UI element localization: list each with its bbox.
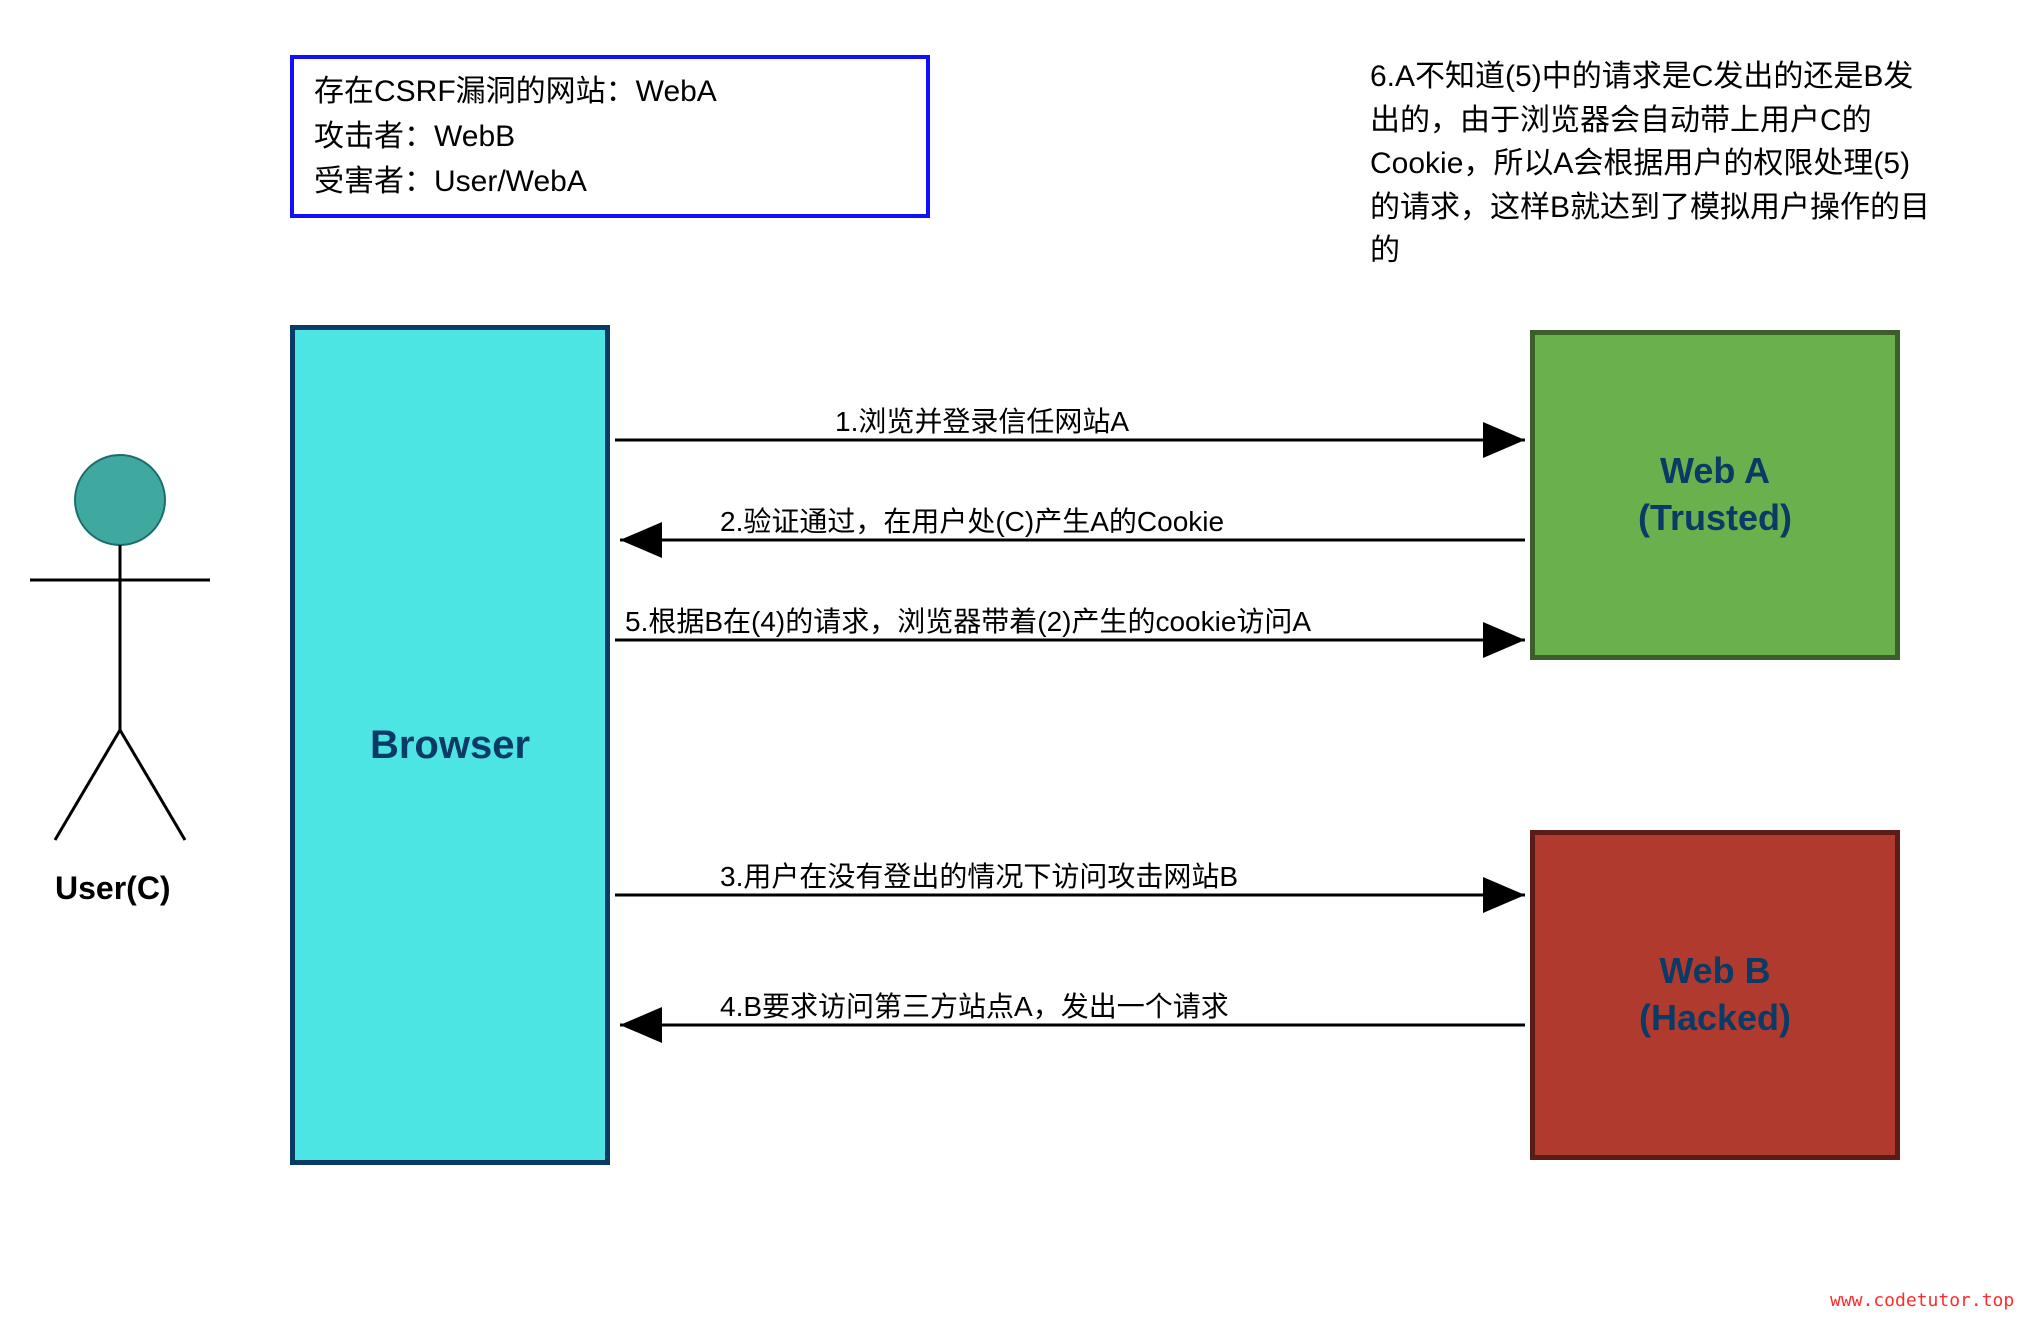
- arrow-label-5: 5.根据B在(4)的请求，浏览器带着(2)产生的cookie访问A: [625, 600, 1311, 640]
- arrow-label-1: 1.浏览并登录信任网站A: [835, 400, 1129, 440]
- legend-box: 存在CSRF漏洞的网站：WebA 攻击者：WebB 受害者：User/WebA: [290, 55, 930, 218]
- arrow-label-2: 2.验证通过，在用户处(C)产生A的Cookie: [720, 500, 1224, 540]
- node-weba-label-1: Web A: [1660, 448, 1770, 495]
- user-label: User(C): [55, 870, 171, 907]
- note-6: 6.A不知道(5)中的请求是C发出的还是B发出的，由于浏览器会自动带上用户C的C…: [1370, 55, 1930, 273]
- diagram-canvas: 存在CSRF漏洞的网站：WebA 攻击者：WebB 受害者：User/WebA …: [0, 0, 2026, 1324]
- watermark: www.codetutor.top: [1830, 1290, 2014, 1311]
- node-browser-label: Browser: [370, 723, 530, 768]
- node-weba: Web A (Trusted): [1530, 330, 1900, 660]
- legend-line-1: 存在CSRF漏洞的网站：WebA: [314, 69, 906, 114]
- legend-line-2: 攻击者：WebB: [314, 114, 906, 159]
- node-webb-label-1: Web B: [1659, 948, 1770, 995]
- arrow-label-3: 3.用户在没有登出的情况下访问攻击网站B: [720, 855, 1238, 895]
- node-webb: Web B (Hacked): [1530, 830, 1900, 1160]
- legend-line-3: 受害者：User/WebA: [314, 159, 906, 204]
- arrow-label-4: 4.B要求访问第三方站点A，发出一个请求: [720, 985, 1229, 1025]
- node-webb-label-2: (Hacked): [1639, 995, 1791, 1042]
- node-weba-label-2: (Trusted): [1638, 495, 1792, 542]
- user-stick-figure: [30, 455, 210, 840]
- node-browser: Browser: [290, 325, 610, 1165]
